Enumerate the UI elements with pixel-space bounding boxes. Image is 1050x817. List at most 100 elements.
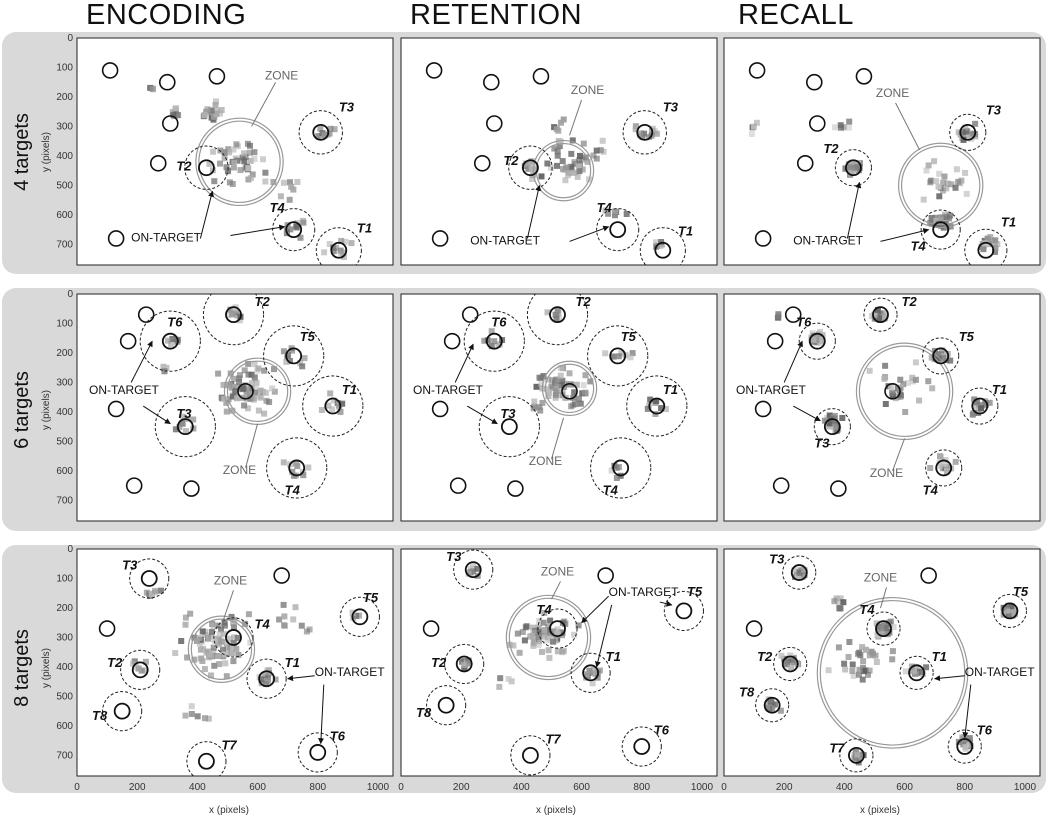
fixation-marker bbox=[271, 366, 277, 373]
target-label-t1: T1 bbox=[932, 649, 947, 664]
fixation-marker bbox=[262, 672, 269, 679]
fixation-marker bbox=[569, 137, 576, 144]
fixation-marker bbox=[220, 646, 226, 653]
target-region-t7 bbox=[510, 735, 551, 776]
fixation-marker bbox=[791, 567, 798, 574]
fixation-marker bbox=[557, 365, 564, 371]
fixation-marker bbox=[247, 175, 254, 181]
target-label-t2: T2 bbox=[255, 294, 271, 309]
x-tick-label: 600 bbox=[573, 782, 590, 793]
fixation-marker bbox=[978, 405, 985, 412]
fixation-marker bbox=[491, 338, 498, 345]
target-circle-t4 bbox=[612, 459, 630, 477]
stimulus-circle bbox=[125, 477, 143, 494]
fixation-marker bbox=[1011, 610, 1018, 617]
target-region-t1 bbox=[961, 387, 999, 425]
target-region-t8 bbox=[102, 691, 143, 732]
fixation-marker bbox=[211, 662, 218, 669]
fixation-marker bbox=[859, 676, 866, 683]
fixation-marker bbox=[925, 162, 932, 169]
fixation-marker bbox=[315, 133, 322, 140]
fixation-marker bbox=[861, 668, 867, 675]
target-circle-t6 bbox=[808, 332, 826, 350]
fixation-marker bbox=[339, 400, 346, 407]
fixation-marker bbox=[152, 587, 159, 594]
stimulus-circle bbox=[754, 230, 772, 247]
fixation-marker bbox=[884, 629, 891, 636]
fixation-marker bbox=[580, 140, 587, 147]
target-region-t6 bbox=[139, 310, 201, 372]
stimulus-circle bbox=[461, 306, 479, 323]
fixation-marker bbox=[553, 312, 560, 318]
fixation-marker bbox=[579, 166, 586, 173]
fixation-marker bbox=[553, 376, 560, 383]
target-circle-t1 bbox=[330, 241, 348, 259]
fixation-marker bbox=[283, 358, 290, 365]
fixation-marker bbox=[931, 158, 938, 165]
target-region-t2 bbox=[863, 297, 898, 332]
stimulus-circle bbox=[149, 154, 167, 172]
fixation-marker bbox=[330, 248, 337, 255]
target-circle-t2 bbox=[781, 655, 799, 673]
zone-leader-line bbox=[251, 81, 277, 127]
target-circle-t4 bbox=[875, 620, 892, 637]
stimulus-circle bbox=[772, 477, 790, 494]
stimulus-circle bbox=[920, 567, 937, 584]
y-tick-label: 100 bbox=[56, 62, 73, 73]
stimulus-circle bbox=[98, 620, 116, 637]
zone-leader-line bbox=[220, 590, 234, 626]
fixation-marker bbox=[944, 463, 950, 470]
target-label-t6: T6 bbox=[977, 723, 993, 738]
fixation-marker bbox=[247, 157, 254, 164]
fixation-marker bbox=[554, 648, 561, 655]
fixation-marker bbox=[229, 407, 236, 414]
fixation-marker bbox=[236, 378, 242, 385]
plot-area bbox=[76, 293, 394, 522]
fixation-marker bbox=[962, 744, 969, 751]
y-tick-label: 700 bbox=[56, 750, 73, 761]
fixation-marker bbox=[582, 372, 589, 379]
fixation-marker bbox=[228, 613, 235, 620]
fixation-marker bbox=[1005, 612, 1012, 619]
fixation-marker bbox=[208, 629, 215, 635]
column-title-recall: RECALL bbox=[738, 0, 854, 31]
fixation-marker bbox=[582, 154, 589, 161]
target-region-t4 bbox=[596, 208, 640, 252]
y-tick-label: 400 bbox=[56, 662, 73, 673]
fixation-marker bbox=[983, 401, 989, 408]
target-region-t3 bbox=[949, 113, 987, 151]
fixation-marker bbox=[538, 173, 545, 180]
target-region-t3 bbox=[453, 549, 494, 590]
fixation-marker bbox=[201, 112, 208, 119]
fixation-marker bbox=[230, 146, 237, 153]
fixation-marker bbox=[251, 361, 258, 368]
fixation-marker bbox=[941, 173, 948, 180]
fixation-marker bbox=[902, 409, 909, 415]
x-tick-label: 600 bbox=[249, 782, 266, 793]
fixation-marker bbox=[963, 132, 970, 139]
fixation-marker bbox=[261, 367, 268, 374]
target-region-t2 bbox=[202, 294, 265, 346]
fixation-marker bbox=[850, 672, 857, 679]
fixation-marker bbox=[775, 313, 782, 320]
fixation-marker bbox=[974, 398, 981, 405]
fixation-marker bbox=[336, 403, 343, 410]
fixation-marker bbox=[289, 347, 296, 354]
fixation-marker bbox=[572, 401, 579, 408]
fixation-marker bbox=[992, 245, 999, 252]
fixation-marker bbox=[605, 210, 612, 217]
fixation-marker bbox=[538, 381, 545, 388]
target-circle-t7 bbox=[848, 746, 865, 764]
y-tick-label: 300 bbox=[56, 377, 73, 388]
zone-ring-inner bbox=[819, 599, 966, 746]
fixation-marker bbox=[496, 341, 503, 348]
target-label-t3: T3 bbox=[446, 549, 462, 564]
fixation-marker bbox=[261, 410, 268, 417]
fixation-markers bbox=[130, 587, 363, 722]
target-circle-t2 bbox=[225, 306, 242, 324]
target-circle-t7 bbox=[522, 746, 539, 764]
fixation-marker bbox=[182, 614, 189, 621]
on-target-arrow bbox=[783, 340, 803, 383]
target-label-t5: T5 bbox=[621, 329, 637, 344]
fixation-marker bbox=[201, 666, 208, 673]
